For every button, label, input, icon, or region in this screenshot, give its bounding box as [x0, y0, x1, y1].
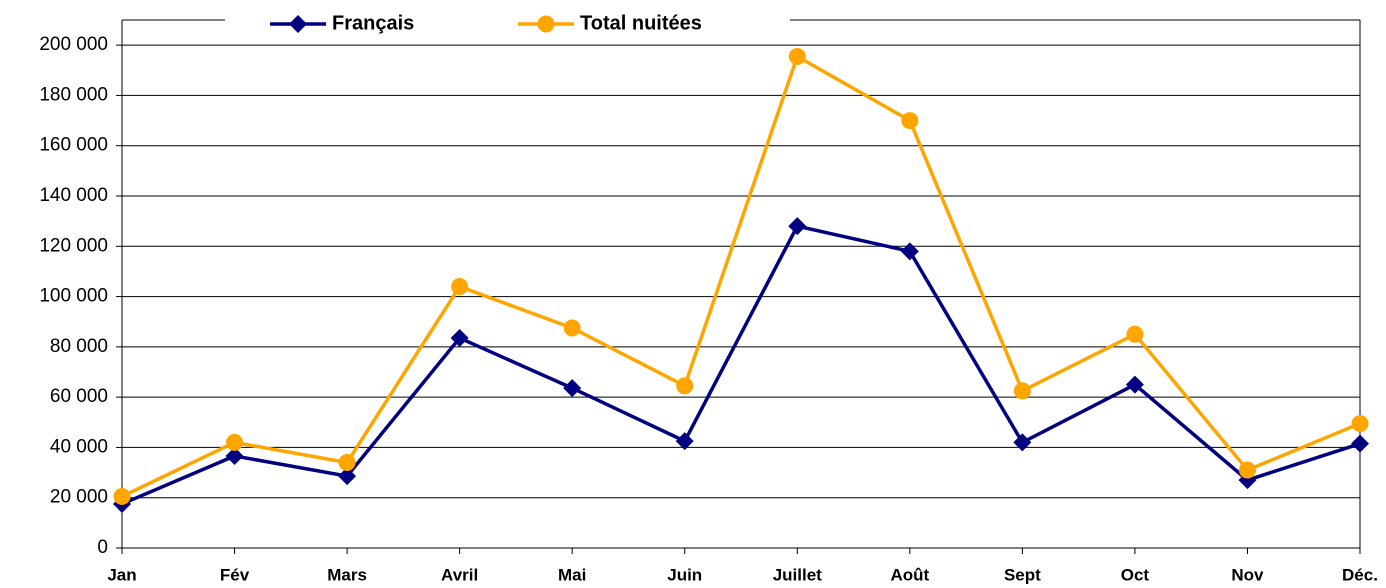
marker [1013, 382, 1031, 400]
x-tick-label: Fév [220, 565, 250, 584]
marker [1238, 461, 1256, 479]
legend-box [225, 0, 790, 44]
x-tick-label: Août [890, 565, 929, 584]
y-tick-label: 120 000 [39, 235, 108, 256]
legend-marker [289, 15, 307, 33]
legend-marker [537, 15, 555, 33]
x-tick-label: Mars [327, 565, 367, 584]
marker [226, 433, 244, 451]
y-tick-label: 0 [97, 537, 108, 558]
y-tick-label: 140 000 [39, 185, 108, 206]
x-tick-label: Nov [1231, 565, 1264, 584]
marker [225, 446, 244, 465]
y-tick-label: 200 000 [39, 34, 108, 55]
x-tick-label: Mai [558, 565, 586, 584]
marker [1351, 415, 1369, 433]
x-tick-label: Juillet [773, 565, 822, 584]
marker [450, 329, 469, 348]
marker [1013, 433, 1032, 452]
y-tick-label: 180 000 [39, 84, 108, 105]
marker [675, 432, 694, 451]
x-tick-label: Jan [107, 565, 136, 584]
legend-label: Total nuitées [580, 12, 702, 34]
marker [563, 319, 581, 337]
marker [676, 377, 694, 395]
marker [788, 217, 807, 236]
marker [563, 379, 582, 398]
marker [901, 112, 919, 130]
marker [451, 278, 469, 296]
x-tick-label: Juin [667, 565, 702, 584]
marker [1351, 434, 1369, 453]
x-tick-label: Oct [1121, 565, 1150, 584]
marker [338, 467, 357, 486]
x-tick-label: Avril [441, 565, 478, 584]
series-line [121, 53, 1361, 499]
marker [1126, 325, 1144, 343]
marker [1125, 375, 1144, 394]
legend-label: Français [332, 12, 414, 34]
y-tick-label: 100 000 [39, 286, 108, 307]
marker [338, 454, 356, 472]
x-tick-label: Déc. [1342, 565, 1378, 584]
marker [788, 47, 806, 65]
y-tick-label: 80 000 [50, 336, 108, 357]
marker [900, 242, 919, 261]
x-tick-label: Sept [1004, 565, 1041, 584]
y-tick-label: 40 000 [50, 436, 108, 457]
y-tick-label: 60 000 [50, 386, 108, 407]
series-line [121, 224, 1361, 506]
y-tick-label: 20 000 [50, 487, 108, 508]
marker [113, 487, 131, 505]
y-tick-label: 160 000 [39, 135, 108, 156]
